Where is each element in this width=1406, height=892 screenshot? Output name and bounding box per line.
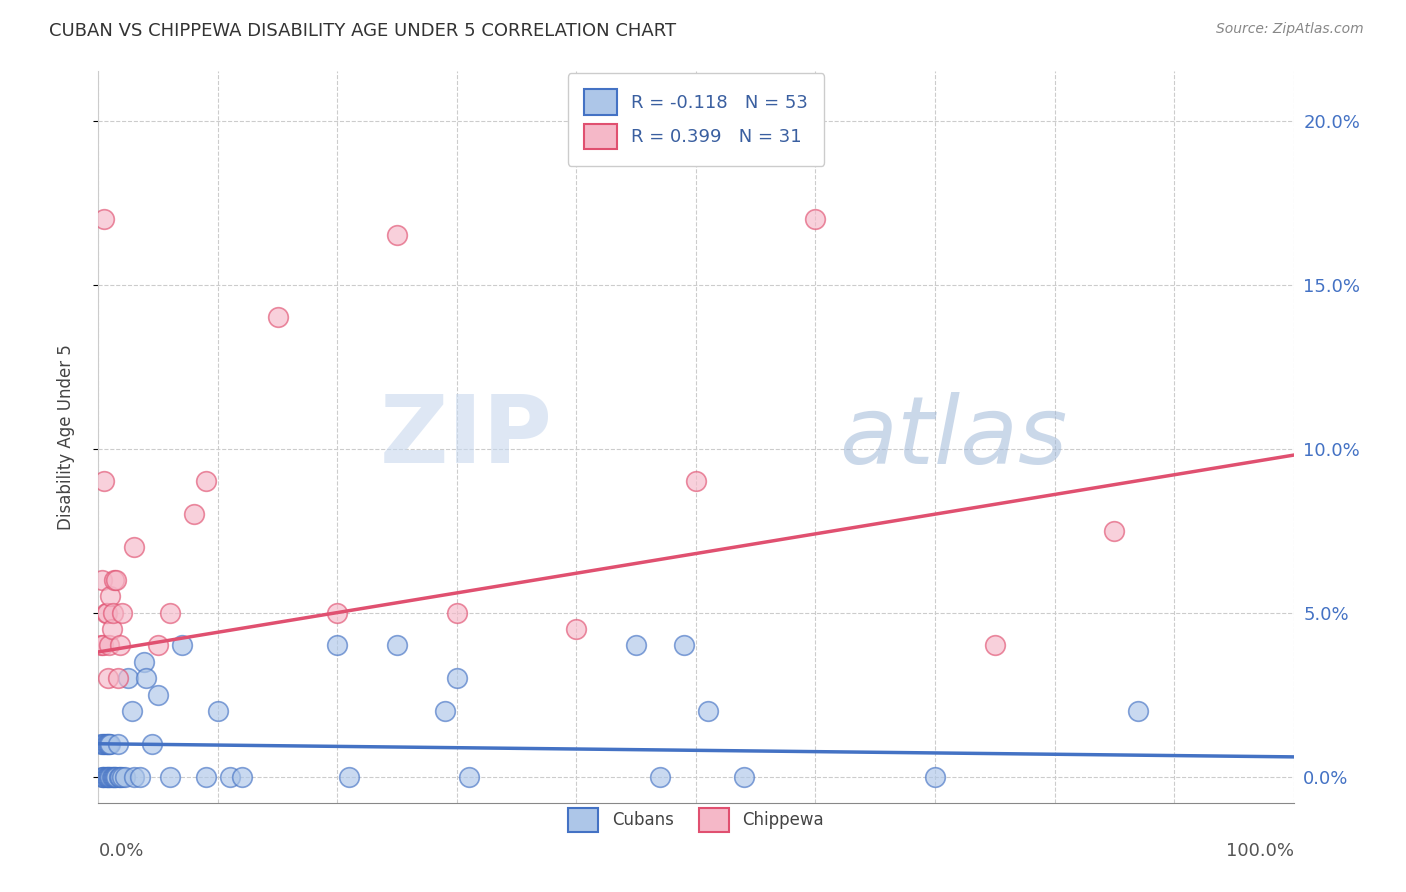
Point [93, 770, 115, 784]
Point [101, 770, 124, 784]
Point [108, 638, 131, 652]
Text: atlas: atlas [839, 392, 1067, 483]
Point [183, 507, 205, 521]
Point [135, 671, 157, 685]
Point [159, 770, 181, 784]
Point [91, 770, 114, 784]
Point [326, 638, 349, 652]
Text: Source: ZipAtlas.com: Source: ZipAtlas.com [1216, 22, 1364, 37]
Point [96, 737, 118, 751]
Point [924, 770, 946, 784]
Point [219, 770, 242, 784]
Point [97, 737, 120, 751]
Point [141, 737, 163, 751]
Point [626, 638, 648, 652]
Point [91, 573, 114, 587]
Point [148, 638, 170, 652]
Point [98, 770, 122, 784]
Point [104, 770, 127, 784]
Point [98, 737, 122, 751]
Point [458, 770, 481, 784]
Point [129, 770, 152, 784]
Point [101, 606, 124, 620]
Point [326, 606, 349, 620]
Point [804, 211, 827, 226]
Point [124, 770, 146, 784]
Point [207, 704, 229, 718]
Point [172, 638, 194, 652]
Point [132, 655, 155, 669]
Y-axis label: Disability Age Under 5: Disability Age Under 5 [56, 344, 75, 530]
Point [385, 228, 409, 243]
Point [98, 737, 121, 751]
Point [94, 770, 117, 784]
Point [733, 770, 755, 784]
Point [107, 770, 129, 784]
Point [93, 737, 115, 751]
Point [108, 770, 131, 784]
Point [107, 671, 129, 685]
Point [96, 606, 118, 620]
Point [91, 770, 114, 784]
Point [231, 770, 253, 784]
Point [148, 688, 170, 702]
Point [648, 770, 672, 784]
Point [100, 770, 122, 784]
Point [159, 606, 181, 620]
Point [446, 606, 468, 620]
Text: 100.0%: 100.0% [1226, 842, 1294, 860]
Point [90, 737, 112, 751]
Point [98, 770, 121, 784]
Point [117, 671, 139, 685]
Point [97, 770, 120, 784]
Point [94, 737, 117, 751]
Point [195, 475, 218, 489]
Point [1128, 704, 1150, 718]
Point [114, 770, 136, 784]
Point [685, 475, 707, 489]
Point [105, 573, 128, 587]
Point [103, 573, 125, 587]
Point [434, 704, 457, 718]
Text: ZIP: ZIP [380, 391, 553, 483]
Point [91, 737, 114, 751]
Point [91, 638, 114, 652]
Text: 0.0%: 0.0% [98, 842, 143, 860]
Point [96, 770, 118, 784]
Point [103, 770, 125, 784]
Point [339, 770, 361, 784]
Point [385, 638, 409, 652]
Point [98, 638, 121, 652]
Point [121, 704, 143, 718]
Point [90, 638, 112, 652]
Point [984, 638, 1007, 652]
Point [565, 622, 588, 636]
Point [446, 671, 468, 685]
Point [195, 770, 218, 784]
Text: CUBAN VS CHIPPEWA DISABILITY AGE UNDER 5 CORRELATION CHART: CUBAN VS CHIPPEWA DISABILITY AGE UNDER 5… [49, 22, 676, 40]
Point [97, 671, 120, 685]
Point [93, 475, 115, 489]
Point [1104, 524, 1126, 538]
Point [697, 704, 720, 718]
Point [107, 737, 129, 751]
Point [124, 540, 146, 554]
Point [98, 589, 122, 603]
Point [267, 310, 290, 325]
Legend: Cubans, Chippewa: Cubans, Chippewa [562, 801, 830, 838]
Point [673, 638, 696, 652]
Point [93, 211, 115, 226]
Point [94, 606, 117, 620]
Point [111, 770, 134, 784]
Point [111, 606, 134, 620]
Point [105, 770, 128, 784]
Point [100, 622, 122, 636]
